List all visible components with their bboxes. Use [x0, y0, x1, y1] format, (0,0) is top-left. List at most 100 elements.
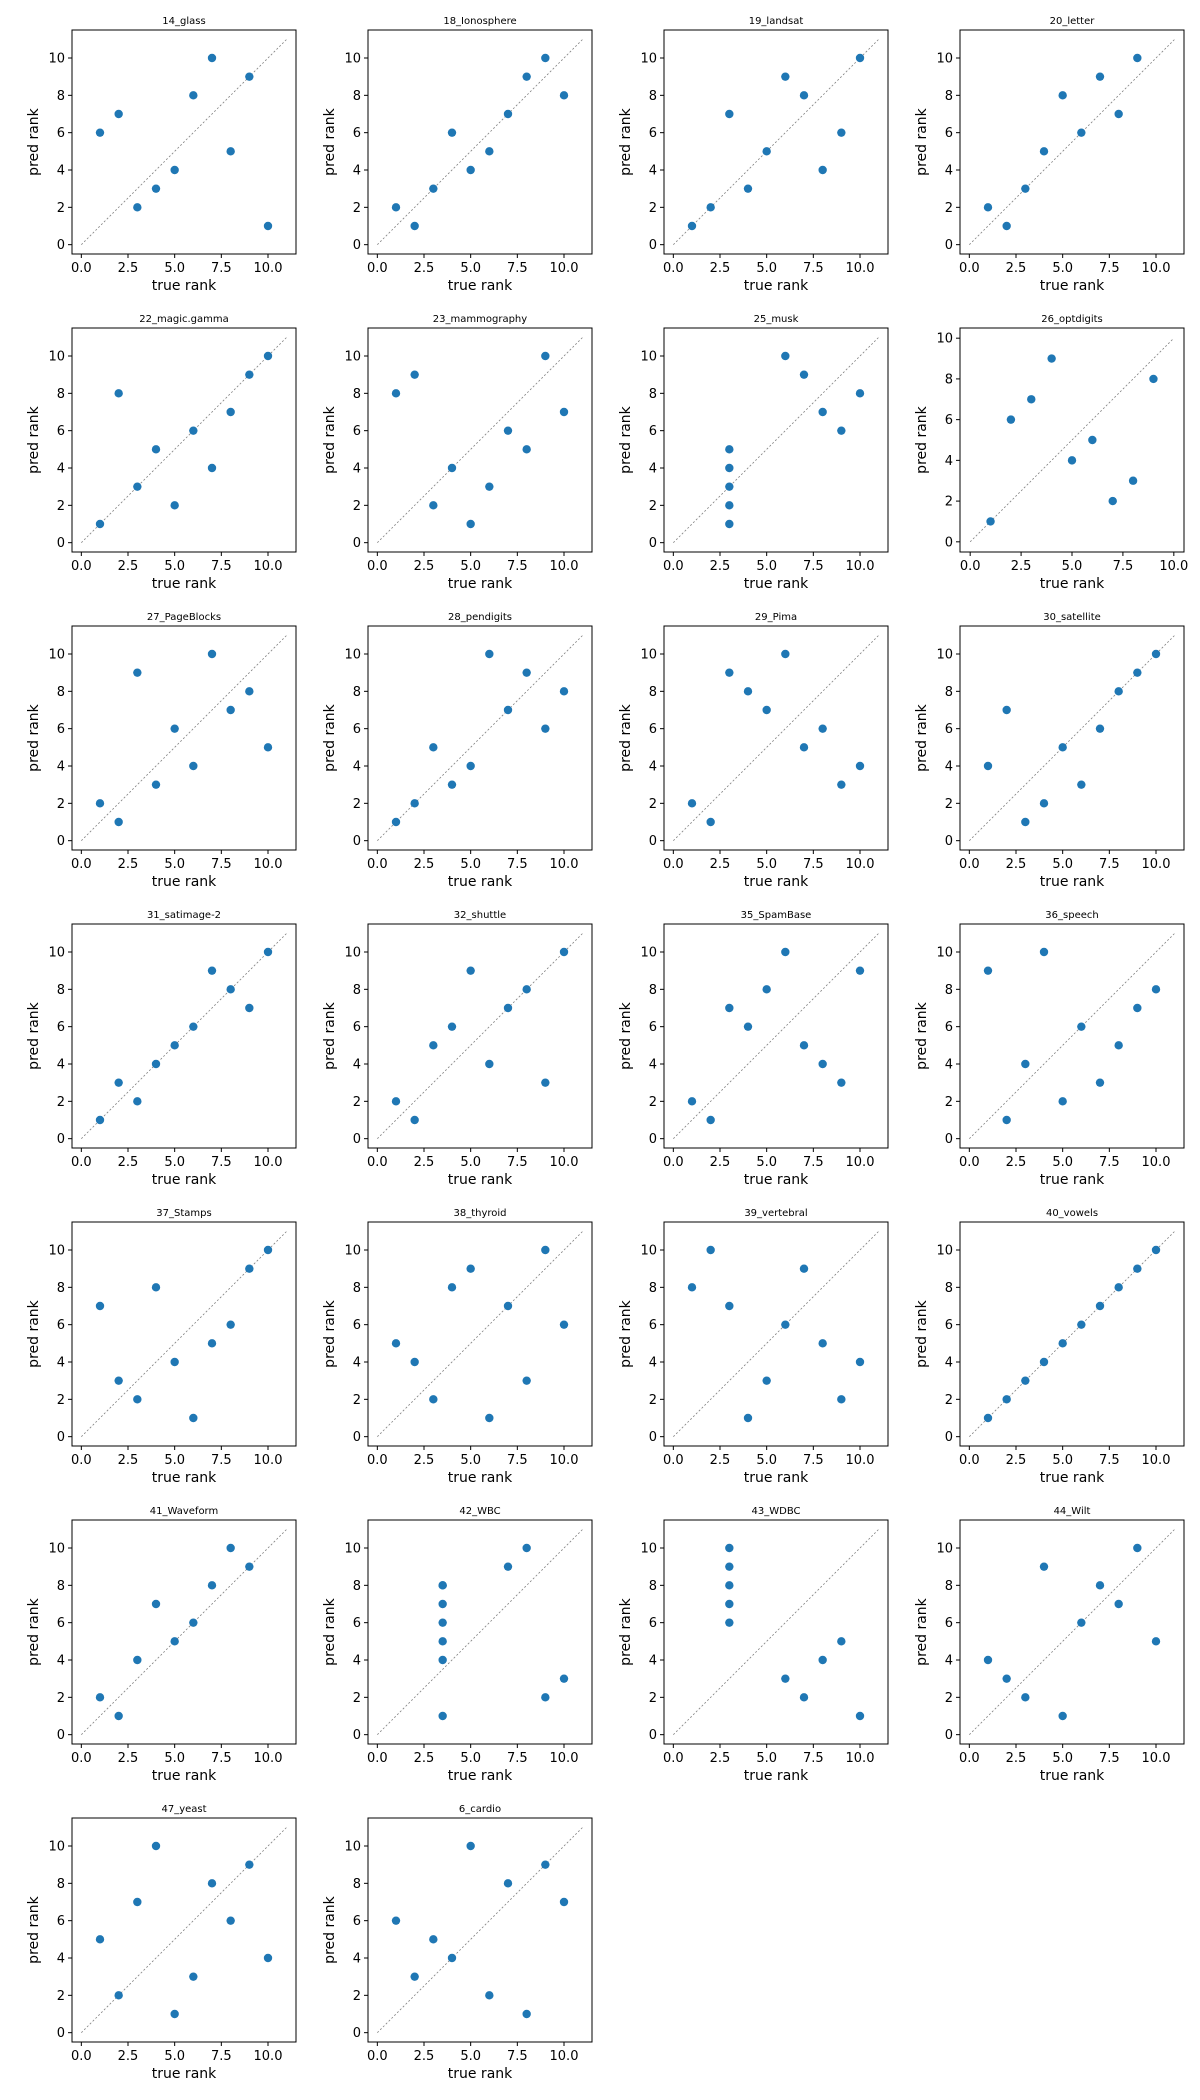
scatter-panel: 29_Pima 0.0 2.5 5.0 7.5 10.0 0 2 4 6 8 10 true rank p…	[618, 612, 889, 890]
y-axis-label: pred rank	[914, 405, 930, 473]
diagonal-reference-line	[969, 1529, 1175, 1735]
y-tick-label: 8	[57, 685, 65, 700]
y-tick-label: 0	[945, 1728, 953, 1743]
y-axis-label: pred rank	[26, 1299, 42, 1367]
x-tick-label: 10.0	[254, 1155, 283, 1170]
y-tick-label: 6	[945, 1318, 953, 1333]
x-tick-label: 10.0	[550, 1453, 579, 1468]
axes-frame	[663, 1221, 889, 1447]
data-point	[799, 1264, 809, 1273]
scatter-panel: 20_letter 0.0 2.5 5.0 7.5 10.0 0 2 4 6 8 10 true ran…	[914, 16, 1185, 294]
data-point	[245, 1562, 254, 1571]
x-tick-label: 5.0	[1052, 1155, 1073, 1170]
y-tick-label: 8	[649, 685, 657, 700]
data-point	[447, 463, 457, 473]
data-point	[1095, 72, 1105, 81]
y-axis-label: pred rank	[618, 1001, 634, 1069]
diagonal-reference-line	[377, 933, 583, 1139]
y-tick-label: 2	[57, 499, 65, 514]
x-tick-label: 5.0	[756, 1751, 777, 1766]
diagonal-reference-line	[81, 1231, 287, 1437]
scatter-panel: 14_glass 0.0 2.5 5.0 7.5 10.0 0 2 4 6 8 10 true rank…	[26, 16, 297, 294]
data-point	[559, 1674, 569, 1683]
axes-frame	[959, 1519, 1185, 1745]
panel-title: 19_landsat	[749, 16, 804, 27]
x-axis-label: true rank	[448, 1768, 513, 1784]
x-tick-label: 10.0	[1142, 857, 1171, 872]
data-point	[743, 1022, 753, 1031]
x-tick-label: 5.0	[460, 1155, 481, 1170]
data-point	[170, 1357, 179, 1367]
y-tick-label: 10	[344, 350, 361, 365]
data-point	[226, 407, 235, 417]
y-axis-label: pred rank	[26, 1001, 42, 1069]
y-tick-label: 10	[640, 1244, 657, 1259]
x-axis-label: true rank	[744, 1172, 809, 1188]
y-tick-label: 4	[945, 760, 953, 775]
data-point	[133, 1655, 142, 1665]
data-point	[1114, 109, 1123, 119]
data-point	[541, 1693, 550, 1702]
data-point	[725, 1599, 734, 1609]
data-point	[743, 1413, 753, 1423]
x-tick-label: 5.0	[164, 857, 185, 872]
data-point	[133, 482, 142, 491]
x-tick-label: 7.5	[1099, 1453, 1120, 1468]
data-point	[438, 1711, 447, 1721]
data-point	[245, 1003, 254, 1013]
x-tick-label: 7.5	[211, 1751, 232, 1766]
x-axis-label: true rank	[1040, 1768, 1105, 1784]
panel-title: 37_Stamps	[156, 1208, 211, 1219]
data-point	[1058, 91, 1067, 100]
data-point	[1002, 221, 1011, 231]
y-tick-label: 2	[649, 1393, 657, 1408]
data-point	[725, 1581, 734, 1590]
y-tick-label: 10	[48, 946, 65, 961]
data-point	[503, 705, 513, 715]
data-point	[391, 389, 401, 398]
scatter-panel: 28_pendigits 0.0 2.5 5.0 7.5 10.0 0 2 4 6 8 10 true …	[322, 612, 593, 890]
data-point	[485, 1991, 494, 2000]
axes-frame	[663, 29, 889, 255]
diagonal-reference-line	[969, 39, 1175, 245]
x-axis-label: true rank	[744, 1470, 809, 1486]
data-point	[781, 1674, 790, 1683]
x-tick-label: 0.0	[663, 261, 684, 276]
data-point	[837, 426, 846, 435]
y-tick-label: 0	[945, 238, 953, 253]
data-point	[818, 1339, 827, 1348]
y-axis-label: pred rank	[26, 1895, 42, 1963]
diagonal-reference-line	[673, 933, 879, 1139]
data-point	[1151, 1637, 1161, 1646]
scatter-panel: 38_thyroid 0.0 2.5 5.0 7.5 10.0 0 2 4 6 8 10 true ra…	[322, 1208, 593, 1486]
y-tick-label: 0	[353, 238, 361, 253]
axes-frame	[663, 1519, 889, 1745]
data-point	[541, 724, 550, 733]
data-point	[503, 1562, 513, 1571]
axes-frame	[71, 1817, 297, 2043]
y-tick-label: 4	[945, 1058, 953, 1073]
y-tick-label: 2	[57, 1691, 65, 1706]
y-axis-label: pred rank	[914, 703, 930, 771]
x-tick-label: 0.0	[959, 1155, 980, 1170]
data-point	[95, 1115, 105, 1125]
x-tick-label: 2.5	[414, 261, 435, 276]
data-point	[1095, 1301, 1105, 1311]
y-tick-label: 10	[48, 1542, 65, 1557]
y-tick-label: 8	[649, 89, 657, 104]
x-tick-label: 10.0	[846, 1751, 875, 1766]
scatter-panel: 36_speech 0.0 2.5 5.0 7.5 10.0 0 2 4 6 8 10 true ran…	[914, 910, 1185, 1188]
data-point	[226, 147, 235, 156]
data-point	[1039, 947, 1049, 957]
y-axis-label: pred rank	[26, 703, 42, 771]
data-point	[503, 1301, 513, 1311]
y-tick-label: 0	[57, 2026, 65, 2041]
data-point	[799, 91, 809, 100]
data-point	[447, 1953, 457, 1963]
scatter-panel: 35_SpamBase 0.0 2.5 5.0 7.5 10.0 0 2 4 6 8 10 true r…	[618, 910, 889, 1188]
panel-title: 26_optdigits	[1041, 314, 1103, 325]
y-tick-label: 8	[945, 685, 953, 700]
data-point	[410, 370, 419, 379]
x-tick-label: 2.5	[118, 1155, 139, 1170]
y-tick-label: 4	[353, 1654, 361, 1669]
